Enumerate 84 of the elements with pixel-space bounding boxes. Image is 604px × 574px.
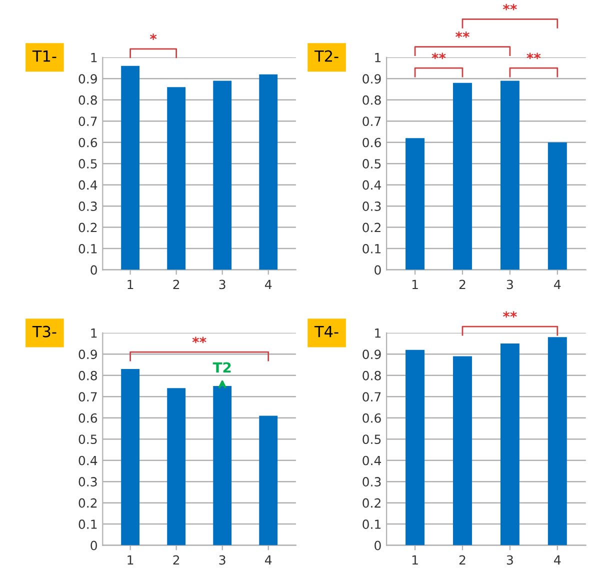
y-tick-label: 0.6 bbox=[78, 413, 98, 423]
y-tick-label: 0.4 bbox=[78, 456, 98, 466]
y-tick-label: 0.2 bbox=[362, 222, 380, 232]
x-tick-label: 4 bbox=[264, 555, 272, 565]
text: * bbox=[150, 34, 157, 40]
y-tick-label: 0.5 bbox=[362, 159, 381, 169]
y-tick-label: 0.4 bbox=[362, 456, 381, 466]
y-tick-label: 0.7 bbox=[362, 116, 381, 126]
x-tick-label: 2 bbox=[173, 555, 180, 565]
bar bbox=[121, 369, 140, 546]
y-tick-label: 0.7 bbox=[78, 116, 97, 126]
bar bbox=[213, 386, 232, 546]
annotation: ** bbox=[432, 52, 446, 60]
y-tick-label: 0.1 bbox=[78, 520, 97, 529]
y-tick-label: 0.4 bbox=[78, 180, 98, 190]
y-tick-label: 0.6 bbox=[362, 413, 381, 423]
bar bbox=[453, 82, 472, 270]
y-tick-label: 0.9 bbox=[362, 350, 381, 360]
y-tick-label: 0 bbox=[374, 265, 381, 275]
y-tick-label: 0.3 bbox=[78, 477, 97, 487]
y-tick-label: 0.9 bbox=[78, 74, 97, 84]
x-tick-label: 3 bbox=[506, 280, 513, 290]
y-tick-label: 1 bbox=[375, 328, 381, 338]
annotation: ** bbox=[192, 336, 206, 344]
bar bbox=[500, 344, 520, 546]
y-tick-label: 0 bbox=[90, 540, 97, 550]
y-tick-label: 0.1 bbox=[362, 520, 381, 529]
chart-title: T1- bbox=[32, 50, 56, 62]
y-tick-label: 0 bbox=[90, 265, 97, 275]
y-tick-label: 0.9 bbox=[78, 350, 97, 360]
y-tick-label: 0.6 bbox=[78, 138, 98, 148]
y-tick-label: 0.1 bbox=[362, 244, 381, 254]
text: ** bbox=[456, 31, 470, 38]
y-tick-label: 0.3 bbox=[78, 202, 97, 211]
bar bbox=[406, 350, 425, 546]
chart-title: T3- bbox=[32, 326, 56, 338]
chart-title: T4- bbox=[314, 326, 338, 338]
y-tick-label: 0.8 bbox=[78, 95, 97, 105]
x-tick-label: 3 bbox=[506, 555, 513, 565]
y-tick-label: 0.5 bbox=[78, 159, 97, 169]
y-tick-label: 1 bbox=[91, 53, 97, 62]
bar bbox=[548, 142, 567, 270]
bar bbox=[548, 337, 567, 546]
y-tick-label: 0.8 bbox=[78, 370, 97, 380]
annotation: ** bbox=[526, 52, 541, 60]
bar bbox=[167, 388, 186, 546]
x-tick-label: 1 bbox=[128, 280, 134, 289]
x-tick-label: 1 bbox=[128, 555, 134, 565]
bar bbox=[259, 416, 278, 546]
annotation: T2 bbox=[212, 362, 231, 373]
y-tick-label: 0.8 bbox=[362, 95, 381, 105]
y-tick-label: 1 bbox=[91, 328, 97, 338]
y-tick-label: 0.2 bbox=[78, 498, 97, 508]
text: ** bbox=[502, 311, 517, 318]
chart-title: T2- bbox=[314, 50, 338, 62]
y-tick-label: 0.8 bbox=[362, 370, 381, 380]
y-tick-label: 0.4 bbox=[362, 180, 381, 190]
y-tick-label: 0 bbox=[374, 540, 381, 550]
y-tick-label: 0.5 bbox=[78, 434, 97, 444]
bar bbox=[406, 138, 425, 270]
y-tick-label: 0.5 bbox=[362, 434, 381, 444]
x-tick-label: 4 bbox=[554, 280, 561, 289]
x-tick-label: 2 bbox=[459, 555, 466, 565]
x-tick-label: 4 bbox=[554, 555, 561, 565]
y-tick-label: 0.3 bbox=[362, 477, 381, 487]
y-tick-label: 0.7 bbox=[78, 392, 97, 402]
text: ** bbox=[502, 4, 517, 10]
x-tick-label: 3 bbox=[219, 280, 226, 290]
bar bbox=[500, 80, 520, 270]
y-tick-label: 0.7 bbox=[362, 392, 381, 402]
bar bbox=[453, 356, 472, 546]
x-tick-label: 2 bbox=[173, 280, 180, 289]
y-tick-label: 1 bbox=[375, 53, 381, 62]
x-tick-label: 1 bbox=[412, 555, 418, 565]
x-tick-label: 1 bbox=[412, 280, 418, 289]
y-tick-label: 0.6 bbox=[362, 138, 381, 148]
y-tick-label: 0.2 bbox=[362, 498, 380, 508]
y-tick-label: 0.9 bbox=[362, 74, 381, 84]
y-tick-label: 0.1 bbox=[78, 244, 97, 254]
x-tick-label: 4 bbox=[264, 280, 272, 289]
x-tick-label: 2 bbox=[459, 280, 466, 289]
x-tick-label: 3 bbox=[219, 555, 226, 565]
y-tick-label: 0.3 bbox=[362, 202, 381, 211]
y-tick-label: 0.2 bbox=[78, 222, 97, 232]
